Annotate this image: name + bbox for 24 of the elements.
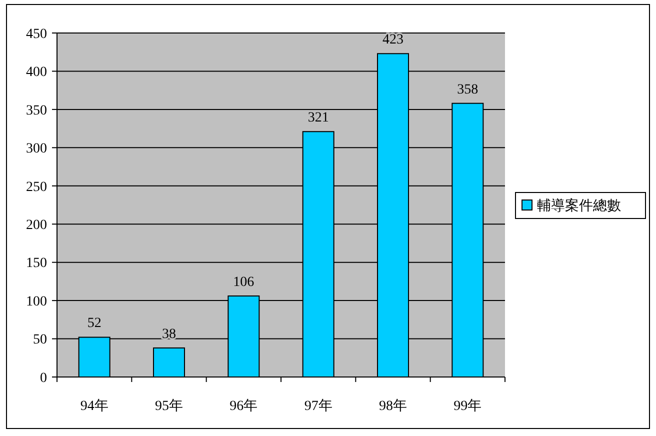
y-tick-label: 250 [26, 180, 47, 195]
x-tick-label: 94年 [80, 398, 108, 414]
x-tick-label: 98年 [379, 398, 407, 414]
y-tick-label: 300 [26, 142, 47, 157]
y-tick-label: 350 [26, 103, 47, 118]
data-label: 321 [308, 110, 329, 126]
y-tick-label: 0 [40, 370, 47, 386]
bar [153, 347, 185, 378]
y-tick-label: 100 [26, 294, 47, 310]
y-tick-label: 450 [26, 26, 47, 42]
data-label: 358 [457, 82, 478, 98]
data-label: 38 [162, 326, 176, 342]
x-tick-label: 99年 [454, 398, 482, 414]
data-label: 423 [382, 32, 404, 48]
x-tick-label: 97年 [304, 398, 332, 414]
x-tick-label: 96年 [230, 398, 258, 414]
legend-label: 輔導案件總數 [537, 196, 621, 214]
y-tick-label: 50 [33, 332, 47, 348]
y-tick-label: 400 [26, 65, 47, 80]
data-label: 106 [233, 274, 254, 290]
y-tick-label: 200 [26, 218, 47, 234]
x-tick-label: 95年 [155, 398, 183, 414]
y-tick-label: 150 [26, 256, 47, 272]
data-label: 52 [87, 316, 102, 332]
